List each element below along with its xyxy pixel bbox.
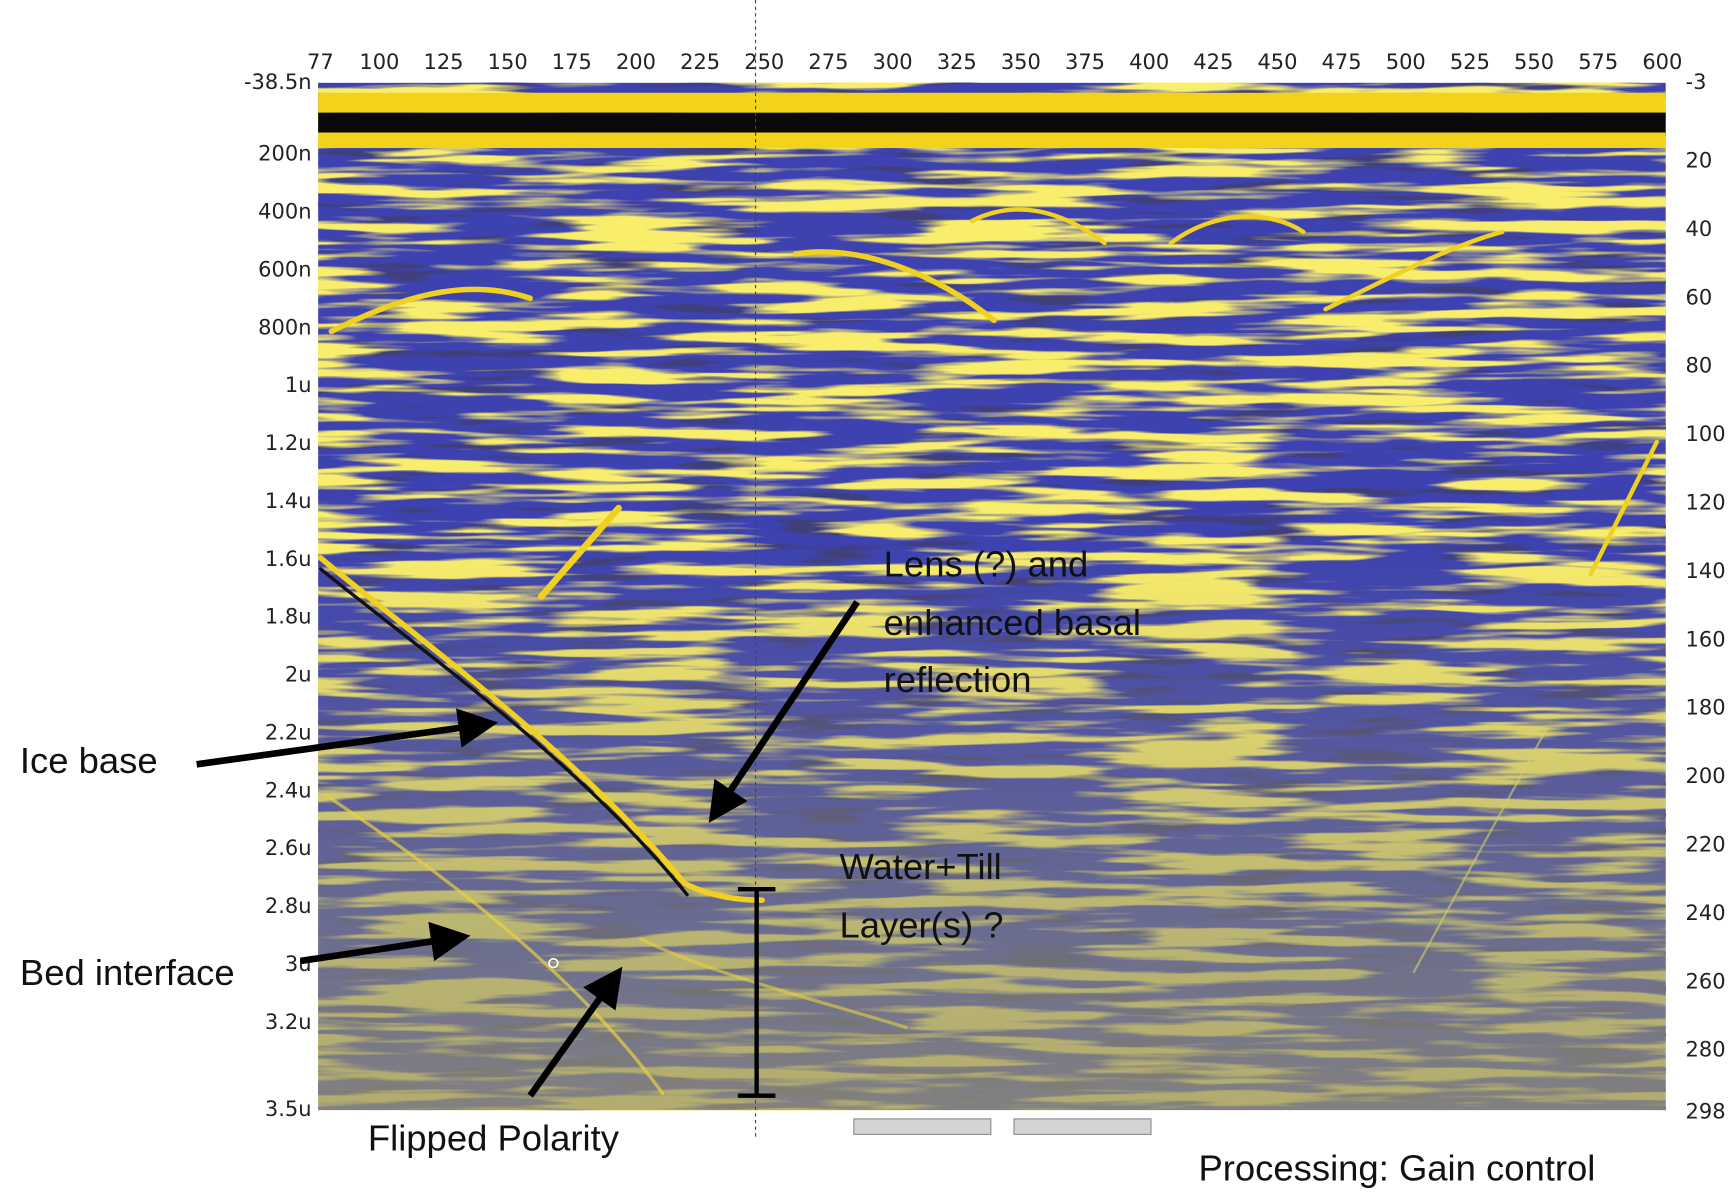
axes: 77 100 125 150 175 200 225 250 275 300 325 350 375 40… [244,50,1726,1123]
annotation: Lens (?) and [884,543,1089,584]
arrows [196,600,860,1098]
top-axis-label: 575 [1578,50,1618,74]
right-axis-label: 240 [1686,901,1726,925]
top-axis-label: 400 [1129,50,1169,74]
left-axis-label: 3u [285,952,312,976]
left-axis-label: -38.5n [244,70,312,94]
left-axis-label: 400n [258,200,311,224]
top-axis-label: 125 [424,50,464,74]
left-axis-label: 2.2u [265,720,312,744]
right-axis-label: 20 [1686,149,1713,173]
top-axis-label: 300 [873,50,913,74]
annotation: reflection [884,659,1032,700]
left-axis-label: 1u [285,373,312,397]
top-axis-label: 350 [1001,50,1041,74]
right-axis-label: 220 [1686,833,1726,857]
right-axis-label: 280 [1686,1038,1726,1062]
right-axis-label: 120 [1686,491,1726,515]
left-axis-label: 600n [258,257,311,281]
top-axis-label: 225 [680,50,720,74]
top-axis-label: 600 [1642,50,1682,74]
right-axis-label: 160 [1686,627,1726,651]
right-axis-label: 260 [1686,969,1726,993]
left-axis-label: 1.6u [265,547,312,571]
top-axis-label: 550 [1514,50,1554,74]
annotation: enhanced basal [884,602,1141,643]
top-axis-label: 175 [552,50,592,74]
left-axis-label: 1.4u [265,489,312,513]
left-axis-label: 800n [258,315,311,339]
top-axis-label: 525 [1450,50,1490,74]
right-axis-label: 40 [1686,217,1713,241]
left-axis-label: 3.5u [265,1097,312,1121]
right-axis-label: 80 [1686,354,1713,378]
top-axis-label: 150 [488,50,528,74]
annotation: Bed interface [20,952,235,993]
marker [548,957,559,969]
right-axis-label: 200 [1686,764,1726,788]
top-axis-label: 425 [1193,50,1233,74]
top-axis-label: 100 [359,50,399,74]
right-axis-label: 60 [1686,285,1713,309]
annotation: Water+Till [839,846,1001,887]
top-axis-label: 475 [1322,50,1362,74]
right-axis-label: 140 [1686,559,1726,583]
top-axis-label: 77 [307,50,334,74]
left-axis-label: 2.8u [265,894,312,918]
right-axis-label: 100 [1686,422,1726,446]
annotation: Flipped Polarity [368,1118,620,1159]
left-axis-label: 2.4u [265,778,312,802]
buttons [853,1118,1152,1135]
top-axis-label: 450 [1257,50,1297,74]
top-axis-label: 375 [1065,50,1105,74]
annotation: Ice base [20,740,158,781]
top-axis-label: 500 [1386,50,1426,74]
left-axis-label: 1.8u [265,605,312,629]
left-axis-label: 1.2u [265,431,312,455]
left-axis-label: 200n [258,142,311,166]
right-axis-label: 298 [1686,1099,1726,1123]
top-axis-label: 325 [937,50,977,74]
annotation: Processing: Gain control [1198,1147,1595,1188]
top-axis-label: 200 [616,50,656,74]
radargram [317,82,1666,1111]
left-axis-label: 3.2u [265,1010,312,1034]
left-axis-label: 2.6u [265,836,312,860]
right-axis-label: 180 [1686,696,1726,720]
right-axis-label: -3 [1686,70,1707,94]
left-axis-label: 2u [285,663,312,687]
annotation: Layer(s) ? [839,904,1003,945]
top-axis-label: 250 [744,50,784,74]
top-axis-label: 275 [808,50,848,74]
